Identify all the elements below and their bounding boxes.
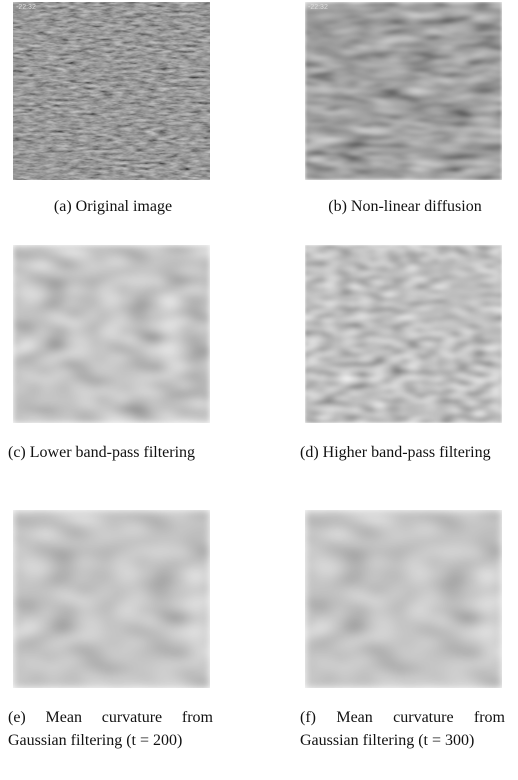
image-texture bbox=[13, 2, 210, 180]
image-higher-band bbox=[305, 245, 502, 423]
image-texture bbox=[305, 510, 502, 688]
image-curvature-300 bbox=[305, 510, 502, 688]
caption: (a) Original image bbox=[53, 198, 173, 215]
image-stamp: -22:32 bbox=[308, 4, 328, 11]
caption: (c) Lower band-pass filtering bbox=[8, 444, 196, 461]
image-texture bbox=[13, 510, 210, 688]
image-texture bbox=[305, 2, 502, 180]
caption: (d) Higher band-pass filtering bbox=[300, 444, 491, 461]
caption: (f) Mean curvature from Gaussian filteri… bbox=[300, 709, 505, 749]
caption: (e) Mean curvature from Gaussian filteri… bbox=[8, 709, 213, 749]
image-curvature-200 bbox=[13, 510, 210, 688]
image-diffusion: -22:32 bbox=[305, 2, 502, 180]
image-stamp: -22:32 bbox=[16, 4, 36, 11]
image-original: -22:32 bbox=[13, 2, 210, 180]
image-texture bbox=[305, 245, 502, 423]
image-texture bbox=[13, 245, 210, 423]
image-lower-band bbox=[13, 245, 210, 423]
caption: (b) Non-linear diffusion bbox=[328, 198, 482, 215]
